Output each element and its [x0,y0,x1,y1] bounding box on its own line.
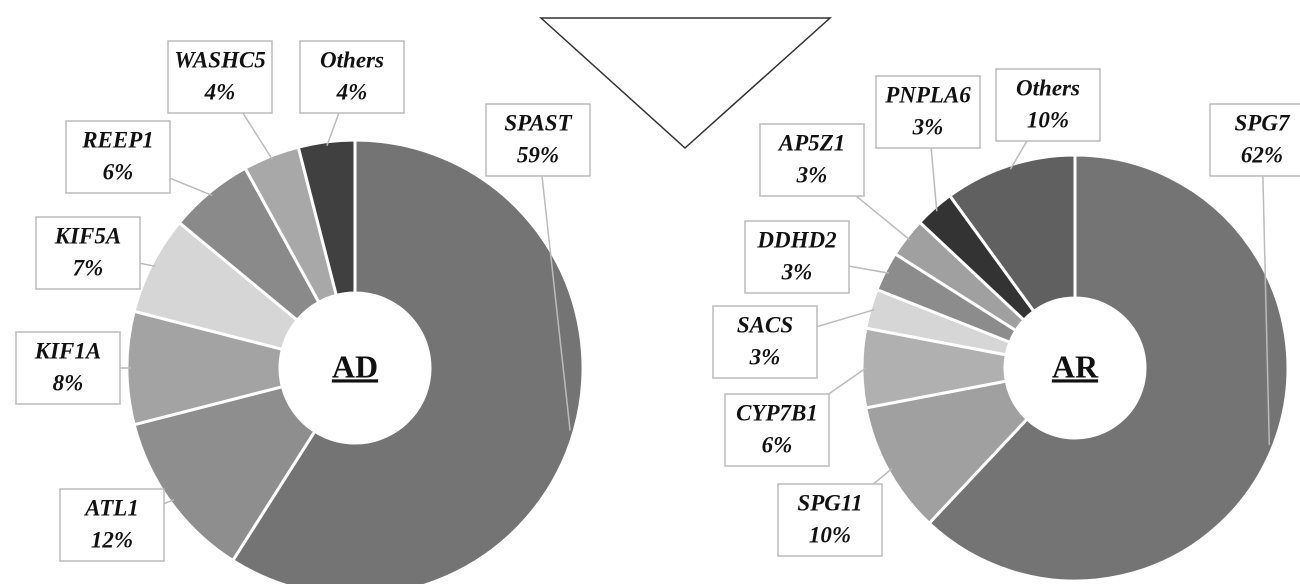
slice-name: Others [320,47,384,72]
slice-percent: 6% [103,159,134,184]
label-box [59,488,165,562]
leader-line [1261,139,1271,445]
label-box [65,120,171,194]
label-box [15,331,121,405]
slice-percent: 3% [749,344,781,369]
slice-percent: 3% [781,259,813,284]
slice-name: CYP7B1 [736,400,818,425]
slice-name: WASHC5 [174,47,266,72]
slice-percent: 3% [912,114,944,139]
slice-name: KIF5A [54,223,121,248]
slice-percent: 4% [204,79,236,104]
label-box [1209,103,1300,177]
slice-percent: 7% [73,255,104,280]
slice-name: REEP1 [81,127,154,152]
label-box [35,216,141,290]
label-box [744,220,850,294]
label-box [712,305,818,379]
label-box [875,75,981,149]
slice-percent: 62% [1241,142,1283,167]
label-box [759,123,865,197]
slice-percent: 3% [796,162,828,187]
label-box [167,40,273,114]
slice-percent: 8% [53,370,84,395]
slice-name: SPAST [504,110,572,135]
slice-name: DDHD2 [756,227,836,252]
label-box [485,103,591,177]
label-box [995,68,1101,142]
slice-name: SACS [737,312,793,337]
slice-name: PNPLA6 [884,82,971,107]
label-box [777,483,883,557]
slice-percent: 4% [336,79,368,104]
slice-percent: 6% [762,432,793,457]
label-box [724,393,830,467]
donut-hole [280,293,430,443]
center-label: AD [332,348,378,384]
leader-line [537,139,571,431]
label-box [299,40,405,114]
slice-percent: 12% [91,527,133,552]
slice-name: KIF1A [34,338,101,363]
slice-name: AP5Z1 [777,130,845,155]
slice-percent: 10% [809,522,851,547]
center-label: AR [1052,348,1099,384]
slice-percent: 59% [517,142,559,167]
slice-name: SPG7 [1235,110,1291,135]
slice-name: ATL1 [83,495,139,520]
slice-name: SPG11 [797,490,862,515]
slice-percent: 10% [1027,107,1069,132]
slice-name: Others [1016,75,1080,100]
triangle [539,17,832,150]
donut-hole [1005,298,1145,438]
